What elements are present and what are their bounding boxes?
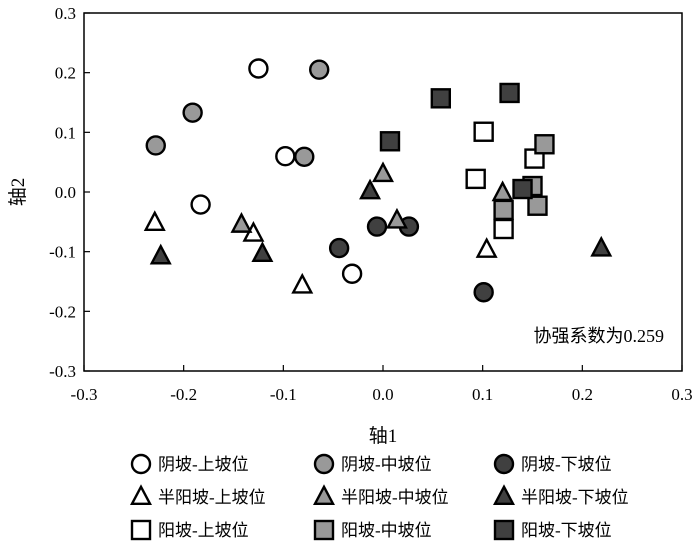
legend-marker: [493, 519, 515, 541]
y-tick-label: 0.0: [55, 183, 76, 202]
data-point: [190, 194, 211, 215]
y-tick-label: 0.1: [55, 123, 76, 142]
legend-label: 阳坡-下坡位: [521, 521, 612, 540]
data-point: [149, 243, 172, 265]
data-point: [341, 263, 363, 284]
data-point: [230, 212, 253, 233]
data-point: [430, 88, 452, 109]
data-point: [499, 82, 520, 104]
legend-label: 阴坡-中坡位: [341, 455, 432, 474]
data-point: [493, 218, 514, 240]
data-point: [359, 178, 382, 200]
legend-label: 半阳坡-下坡位: [521, 488, 629, 507]
data-point: [379, 131, 401, 152]
x-tick-label: 0.1: [472, 385, 493, 404]
x-tick-label: 0.3: [671, 385, 692, 404]
data-point: [491, 180, 514, 202]
data-point: [527, 195, 548, 216]
data-point: [328, 237, 350, 259]
legend-label: 阳坡-中坡位: [341, 521, 432, 540]
data-point: [372, 161, 394, 183]
data-point: [275, 145, 296, 167]
data-point: [473, 121, 494, 142]
data-point: [291, 272, 314, 294]
legend-label: 阴坡-上坡位: [158, 455, 249, 474]
legend-marker: [493, 453, 515, 475]
y-tick-label: 0.3: [55, 4, 76, 23]
legend-label: 阴坡-下坡位: [521, 455, 612, 474]
data-point: [385, 207, 408, 229]
legend-marker: [493, 484, 515, 505]
x-axis-title: 轴1: [369, 425, 398, 447]
legend-marker: [313, 519, 335, 541]
data-point: [145, 135, 166, 156]
data-point: [590, 235, 613, 257]
legend-label: 半阳坡-中坡位: [341, 488, 449, 507]
x-tick-label: 0.0: [372, 385, 393, 404]
legend-label: 阳坡-上坡位: [158, 521, 249, 540]
legend-label: 半阳坡-上坡位: [158, 488, 266, 507]
legend-marker: [130, 453, 152, 475]
y-tick-label: 0.2: [55, 64, 76, 83]
data-point: [309, 59, 330, 80]
y-tick-label: -0.3: [49, 362, 76, 381]
x-tick-label: -0.1: [270, 385, 297, 404]
y-axis-title: 轴2: [7, 178, 29, 207]
x-tick-label: -0.2: [170, 385, 197, 404]
data-point: [493, 199, 514, 221]
data-point: [473, 282, 494, 303]
y-tick-label: -0.2: [49, 302, 76, 321]
data-point: [512, 178, 533, 200]
x-tick-label: -0.3: [71, 385, 98, 404]
plot-frame: [83, 12, 683, 372]
coefficient-annotation: 协强系数为0.259: [534, 326, 665, 346]
data-point: [143, 210, 166, 232]
data-point: [534, 134, 555, 155]
data-point: [182, 102, 203, 123]
legend-marker: [313, 453, 335, 475]
legend-marker: [130, 484, 152, 505]
data-point: [465, 168, 486, 190]
y-tick-label: -0.1: [49, 243, 76, 262]
data-point: [248, 58, 269, 79]
x-tick-label: 0.2: [572, 385, 593, 404]
legend-marker: [313, 484, 335, 505]
data-point: [294, 146, 315, 167]
data-point: [475, 237, 498, 258]
data-point: [366, 216, 388, 237]
data-point: [251, 241, 274, 263]
legend-marker: [130, 519, 152, 541]
